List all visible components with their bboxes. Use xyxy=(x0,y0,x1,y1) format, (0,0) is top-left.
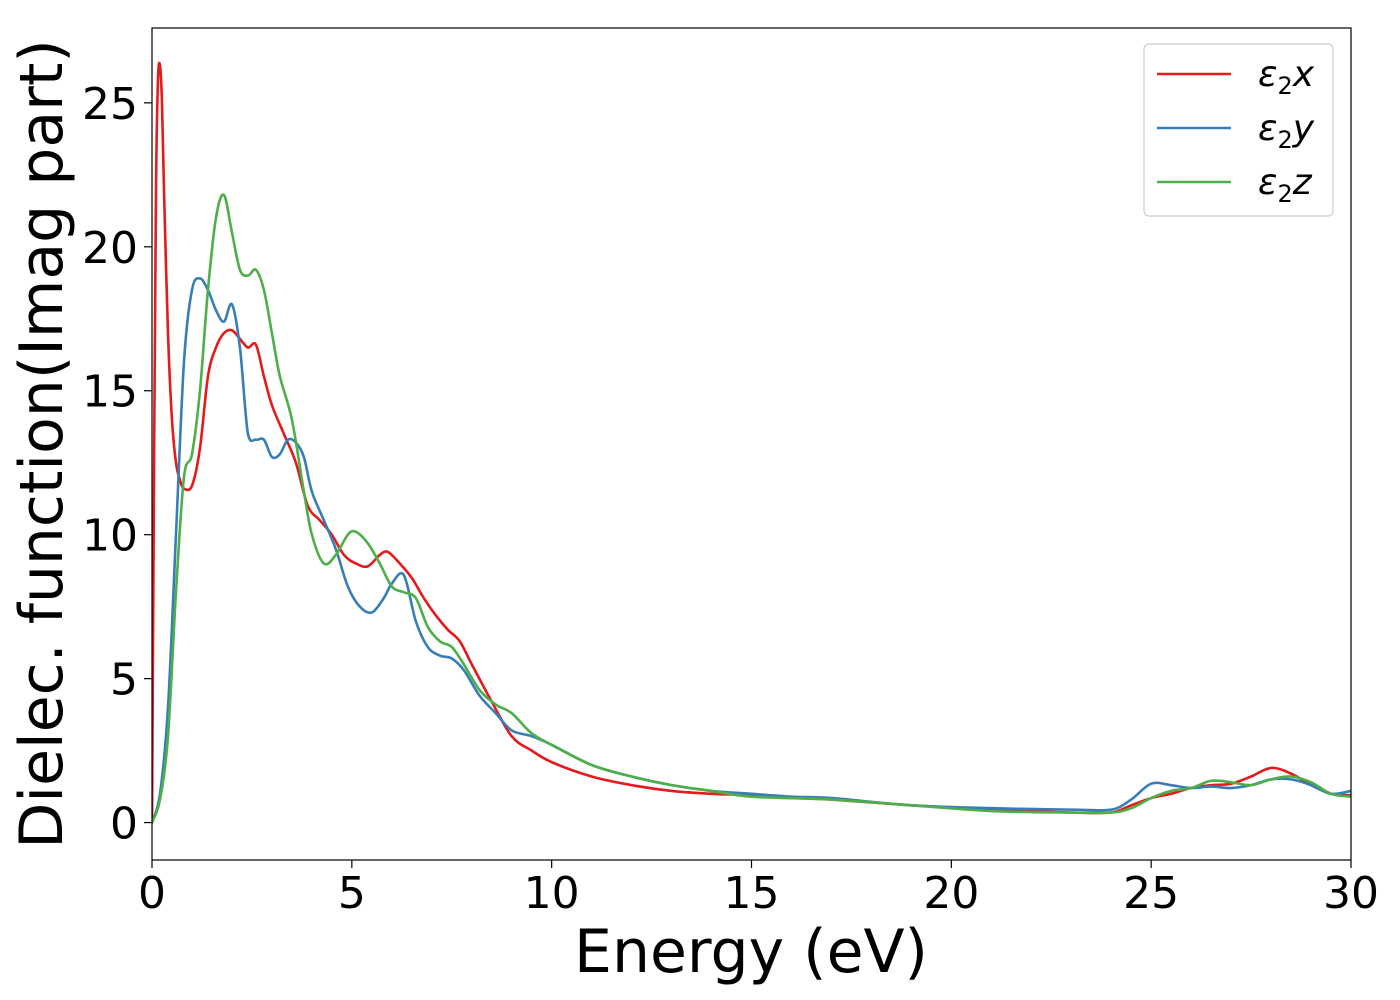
x-tick-label: 5 xyxy=(338,868,366,919)
x-tick-label: 0 xyxy=(138,868,166,919)
legend-variable: y xyxy=(1292,108,1315,149)
x-tick-label: 10 xyxy=(524,868,580,919)
x-axis: 0 5 10 15 20 25 30 xyxy=(138,860,1379,919)
y-tick-label: 5 xyxy=(110,655,138,706)
y-tick-label: 25 xyxy=(82,79,138,130)
x-tick-label: 15 xyxy=(724,868,780,919)
y-tick-label: 0 xyxy=(110,799,138,850)
y-axis-title: Dielec. function(Imag part) xyxy=(7,39,77,849)
x-tick-label: 30 xyxy=(1323,868,1379,919)
legend-symbol: ε xyxy=(1258,162,1277,203)
x-tick-label: 25 xyxy=(1123,868,1179,919)
legend-variable: z xyxy=(1292,162,1313,203)
y-tick-label: 15 xyxy=(82,367,138,418)
legend-symbol: ε xyxy=(1258,54,1277,95)
legend-subscript: 2 xyxy=(1277,126,1292,154)
legend-label-x: ε2x xyxy=(1258,54,1315,100)
legend-symbol: ε xyxy=(1258,108,1277,149)
legend-variable: x xyxy=(1292,54,1315,95)
x-tick-label: 20 xyxy=(923,868,979,919)
series-group xyxy=(152,61,1351,824)
series-line-y xyxy=(152,277,1351,824)
series-line-x xyxy=(152,61,1351,824)
y-tick-label: 10 xyxy=(82,511,138,562)
y-axis: 0 5 10 15 20 25 xyxy=(82,79,152,850)
series-line-z xyxy=(152,193,1351,824)
legend-subscript: 2 xyxy=(1277,72,1292,100)
legend-box xyxy=(1143,43,1334,217)
legend-subscript: 2 xyxy=(1277,180,1292,208)
y-tick-label: 20 xyxy=(82,223,138,274)
legend-label-y: ε2y xyxy=(1258,108,1315,154)
x-axis-title: Energy (eV) xyxy=(574,917,928,987)
legend-label-z: ε2z xyxy=(1258,162,1313,208)
